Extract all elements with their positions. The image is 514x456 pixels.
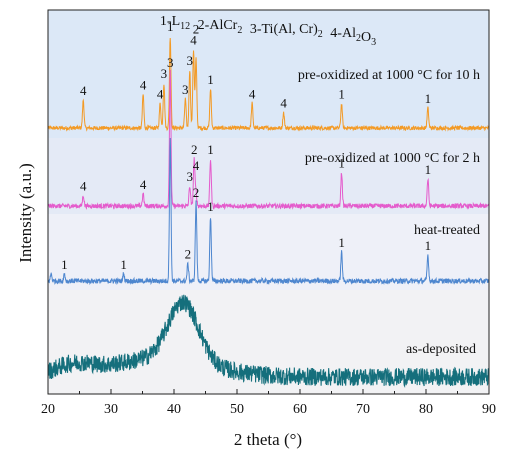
- peak-label: 4: [80, 83, 87, 98]
- x-tick-label: 20: [41, 402, 55, 417]
- phase-legend-number: 3-: [246, 22, 262, 37]
- peak-label: 4: [249, 86, 256, 101]
- series-names: pre-oxidized at 1000 °C for 10 h pre-oxi…: [298, 68, 480, 357]
- phase-legend-subscript: 2: [318, 29, 323, 40]
- peak-label: 1: [425, 162, 432, 177]
- peak-label: 3: [187, 169, 194, 184]
- series-name-heat-treated: heat-treated: [414, 223, 480, 238]
- phase-legend-text: O: [361, 30, 371, 45]
- peak-label: 1: [207, 142, 214, 157]
- phase-legend-text: AlCr: [209, 18, 237, 33]
- phase-legend-text: L: [172, 14, 181, 29]
- phase-legend-subscript: 2: [237, 25, 242, 36]
- peak-label: 4: [157, 86, 164, 101]
- band-pre-oxidized-2h: [48, 138, 489, 214]
- peak-label: 1: [167, 19, 174, 34]
- phase-legend-subscript: 3: [371, 37, 376, 48]
- peak-label: 3: [182, 82, 189, 97]
- peak-label: 4: [140, 77, 147, 92]
- peak-label: 2: [191, 142, 198, 157]
- peak-label: 3: [187, 53, 194, 68]
- series-name-pre-oxidized-2h: pre-oxidized at 1000 °C for 2 h: [305, 151, 480, 166]
- x-tick-label: 30: [104, 402, 118, 417]
- peak-label: 1: [207, 72, 214, 87]
- peak-label: 2: [193, 185, 200, 200]
- x-tick-label: 40: [167, 402, 181, 417]
- peak-label: 3: [161, 66, 168, 81]
- phase-legend-text: Al: [342, 26, 356, 41]
- band-pre-oxidized-10h: [48, 10, 489, 138]
- series-name-as-deposited: as-deposited: [406, 342, 476, 357]
- x-tick-label: 50: [230, 402, 244, 417]
- peak-label: 4: [280, 95, 287, 110]
- x-axis-ticks: 20 30 40 50 60 70 80 90: [41, 389, 496, 417]
- phase-legend-number: 4-: [327, 26, 343, 41]
- series-bands: [48, 10, 489, 394]
- phase-legend-subscript: 12: [180, 21, 190, 32]
- phase-legend-text: Ti(Al, Cr): [262, 22, 319, 37]
- peak-label: 4: [140, 177, 147, 192]
- phase-legend-subscript: 2: [356, 33, 361, 44]
- peak-label: 1: [338, 86, 345, 101]
- peak-label: 1: [120, 257, 127, 272]
- peak-label: 3: [167, 55, 174, 70]
- peak-label: 1: [207, 199, 214, 214]
- peak-label: 1: [425, 238, 432, 253]
- x-tick-label: 90: [482, 402, 496, 417]
- peak-label: 1: [61, 257, 68, 272]
- peak-label: 4: [80, 178, 87, 193]
- series-name-pre-oxidized-10h: pre-oxidized at 1000 °C for 10 h: [298, 68, 480, 83]
- series-line-pre-oxidized-10h: [47, 38, 490, 132]
- series-line-as-deposited: [47, 294, 490, 388]
- x-axis-label: 2 theta (°): [234, 430, 302, 449]
- peak-label: 4: [190, 33, 197, 48]
- peak-label: 1: [425, 91, 432, 106]
- phase-legend: 1-L12 2-AlCr2 3-Ti(Al, Cr)2 4-Al2O3: [160, 14, 376, 48]
- phase-legend-number: 2-: [194, 18, 210, 33]
- band-heat-treated: [48, 214, 489, 290]
- x-tick-label: 60: [293, 402, 307, 417]
- y-axis-label: Intensity (a.u.): [16, 163, 35, 263]
- series-line-pre-oxidized-2h: [47, 69, 490, 211]
- peak-label: 1: [338, 156, 345, 171]
- x-tick-label: 80: [419, 402, 433, 417]
- peak-label: 1: [338, 235, 345, 250]
- series-line-heat-treated: [47, 137, 490, 286]
- series-lines: [47, 38, 490, 388]
- x-tick-label: 70: [356, 402, 370, 417]
- peak-label: 4: [193, 158, 200, 173]
- peak-label: 2: [193, 22, 200, 37]
- peak-label: 2: [185, 247, 192, 262]
- phase-legend-number: 1-: [160, 14, 172, 29]
